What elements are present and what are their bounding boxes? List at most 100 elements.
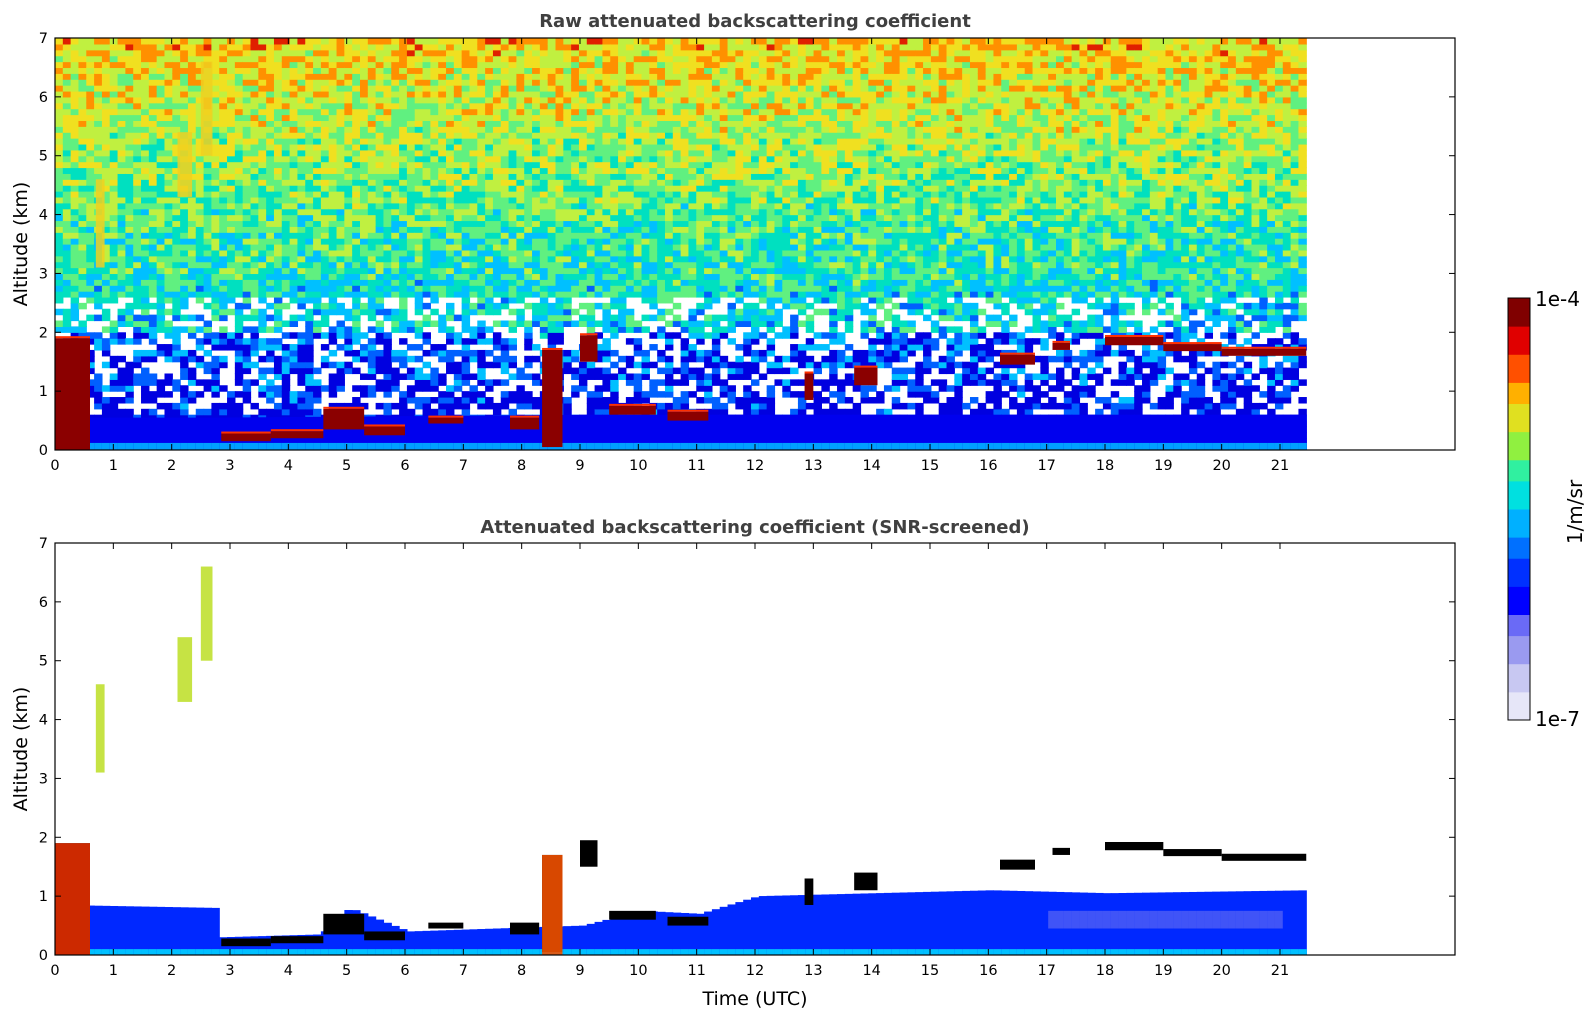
noise-cell [101, 238, 111, 245]
noise-cell [508, 96, 517, 104]
noise-cell [649, 90, 658, 98]
noise-cell [250, 232, 259, 239]
noise-cell [164, 149, 173, 157]
noise-cell [446, 114, 455, 121]
noise-cell [578, 96, 588, 104]
noise-cell [500, 226, 510, 233]
noise-cell [367, 385, 377, 392]
noise-cell [571, 43, 580, 51]
noise-cell [227, 408, 236, 416]
noise-cell [125, 261, 134, 269]
noise-cell [610, 114, 619, 121]
noise-cell [187, 155, 197, 163]
noise-cell [563, 96, 572, 104]
noise-cell [633, 291, 643, 298]
noise-cell [344, 61, 353, 69]
noise-cell [375, 43, 385, 51]
noise-cell [571, 291, 580, 298]
noise-cell [461, 143, 471, 151]
noise-cell [180, 355, 189, 363]
noise-cell [477, 267, 486, 275]
noise-cell [313, 73, 322, 80]
noise-cell [101, 55, 111, 63]
noise-cell [258, 85, 267, 92]
noise-cell [367, 244, 377, 251]
noise-cell [62, 291, 72, 298]
noise-cell [55, 261, 64, 269]
noise-cell [602, 261, 611, 269]
noise-cell [250, 226, 259, 233]
noise-cell [485, 291, 494, 298]
noise-cell [571, 273, 580, 280]
noise-cell [211, 255, 220, 263]
noise-cell [203, 255, 213, 263]
noise-cell [125, 232, 134, 239]
noise-cell [313, 320, 322, 327]
noise-cell [664, 285, 674, 292]
noise-cell [422, 320, 431, 327]
noise-cell [219, 308, 228, 316]
noise-cell [571, 349, 580, 357]
noise-cell [172, 161, 181, 169]
noise-cell [234, 55, 244, 63]
noise-cell [438, 79, 447, 86]
noise-cell [109, 126, 119, 133]
noise-cell [297, 291, 306, 298]
noise-cell [148, 67, 158, 74]
noise-cell [664, 167, 674, 174]
noise-cell [86, 161, 95, 169]
noise-cell [610, 291, 619, 298]
noise-cell [250, 255, 259, 263]
noise-cell [211, 296, 220, 304]
noise-cell [430, 273, 439, 280]
noise-cell [383, 314, 392, 322]
noise-cell [101, 397, 111, 404]
noise-cell [258, 114, 267, 121]
noise-cell [234, 379, 244, 386]
noise-cell [78, 143, 87, 151]
noise-cell [148, 332, 158, 339]
noise-cell [141, 161, 150, 169]
noise-cell [344, 167, 353, 174]
noise-cell [532, 302, 541, 310]
noise-cell [55, 149, 64, 157]
noise-cell [492, 155, 502, 163]
noise-cell [391, 179, 400, 186]
noise-cell [86, 55, 95, 63]
noise-cell [273, 208, 283, 216]
noise-cell [618, 232, 627, 239]
noise-cell [477, 149, 486, 157]
noise-cell [594, 149, 604, 157]
noise-cell [633, 320, 643, 327]
noise-cell [618, 55, 627, 63]
noise-cell [328, 155, 338, 163]
noise-cell [352, 73, 361, 80]
noise-cell [352, 397, 361, 404]
noise-cell [187, 261, 197, 269]
noise-cell [195, 167, 205, 174]
noise-cell [586, 196, 596, 204]
noise-cell [156, 191, 166, 198]
noise-cell [446, 226, 455, 233]
noise-cell [477, 85, 486, 92]
noise-cell [399, 397, 408, 404]
noise-cell [281, 102, 291, 110]
noise-cell [500, 214, 510, 222]
noise-cell [649, 255, 658, 263]
noise-cell [94, 73, 103, 80]
noise-cell [516, 214, 525, 222]
noise-cell [618, 85, 627, 92]
noise-cell [664, 308, 674, 316]
noise-cell [211, 385, 220, 392]
noise-cell [430, 261, 439, 269]
noise-cell [328, 226, 338, 233]
noise-cell [610, 255, 619, 263]
noise-cell [117, 308, 126, 316]
noise-cell [453, 191, 463, 198]
noise-cell [578, 38, 588, 45]
noise-cell [125, 267, 134, 275]
noise-cell [563, 191, 572, 198]
noise-cell [406, 208, 416, 216]
noise-cell [258, 385, 267, 392]
noise-cell [367, 214, 377, 222]
